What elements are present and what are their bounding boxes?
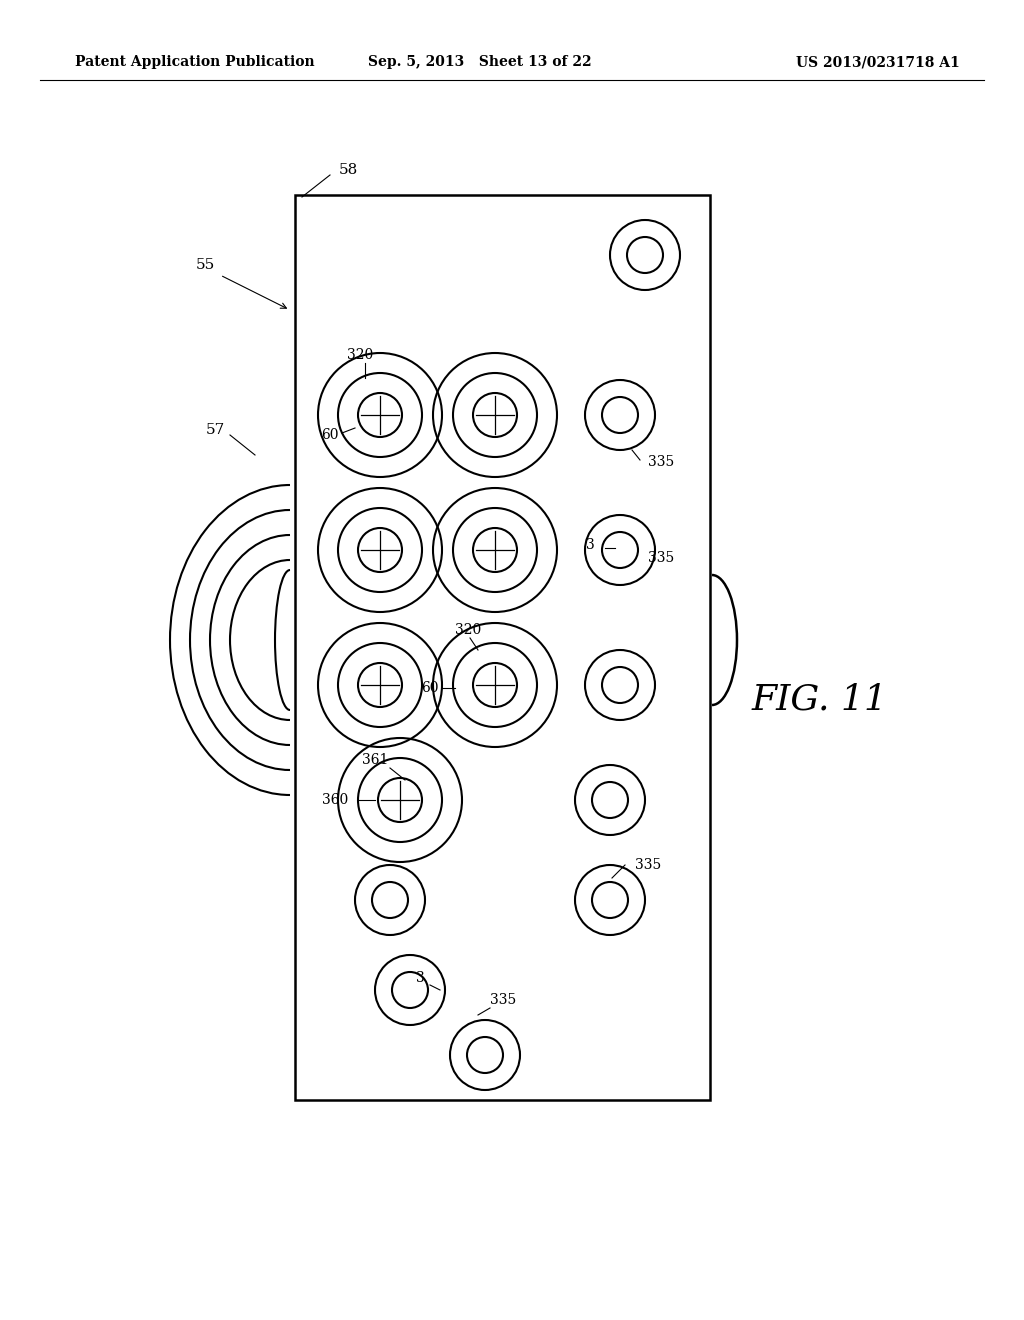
Text: 60: 60 <box>421 681 438 696</box>
Text: 335: 335 <box>648 455 674 469</box>
Text: 57: 57 <box>206 422 224 437</box>
Text: 55: 55 <box>196 257 215 272</box>
Bar <box>295 195 710 1100</box>
Text: Sep. 5, 2013   Sheet 13 of 22: Sep. 5, 2013 Sheet 13 of 22 <box>369 55 592 69</box>
Text: 60: 60 <box>322 428 339 442</box>
Text: 58: 58 <box>338 162 357 177</box>
Text: 335: 335 <box>648 550 674 565</box>
Text: Patent Application Publication: Patent Application Publication <box>75 55 314 69</box>
Text: 320: 320 <box>347 348 373 362</box>
Text: FIG. 11: FIG. 11 <box>752 682 888 717</box>
Text: 361: 361 <box>361 752 388 767</box>
Text: 3: 3 <box>416 972 424 985</box>
Text: 335: 335 <box>635 858 662 873</box>
Text: 320: 320 <box>455 623 481 638</box>
Text: 3: 3 <box>586 539 594 552</box>
Text: 335: 335 <box>490 993 516 1007</box>
Text: US 2013/0231718 A1: US 2013/0231718 A1 <box>797 55 961 69</box>
Text: 360: 360 <box>322 793 348 807</box>
